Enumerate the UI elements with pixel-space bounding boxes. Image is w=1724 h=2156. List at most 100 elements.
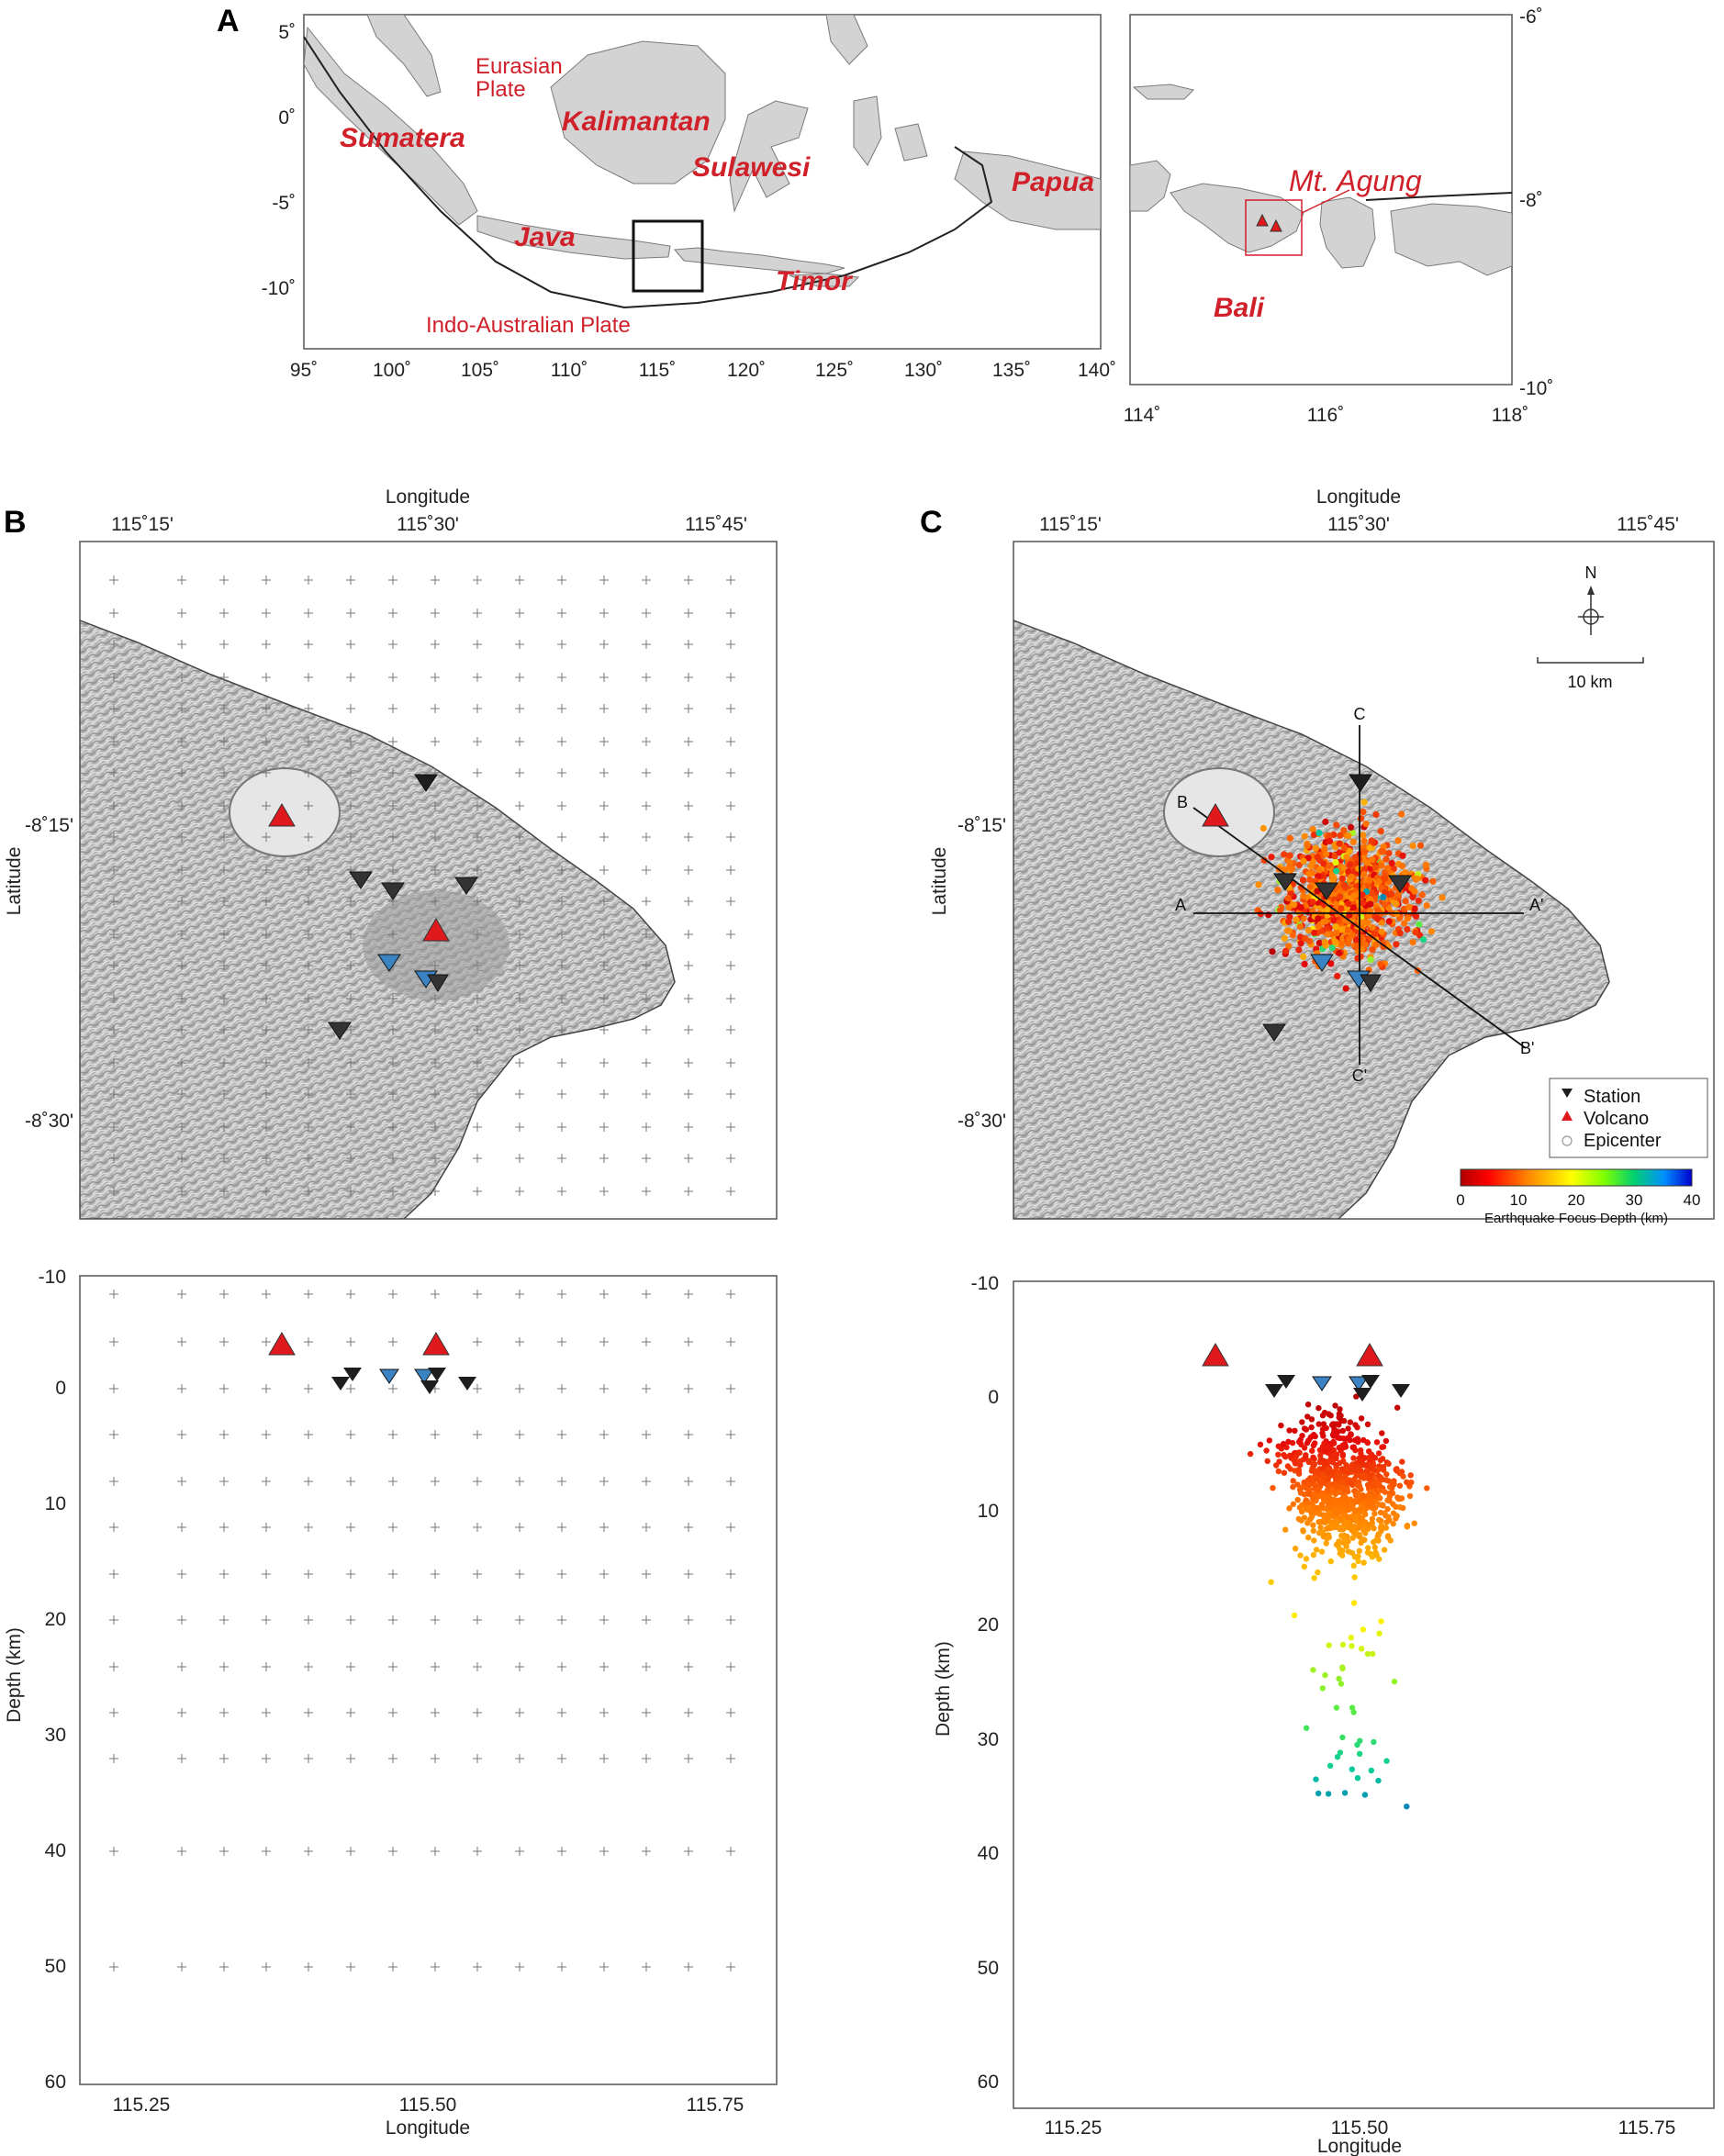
grid-node [219, 673, 229, 682]
tick-label: 60 [45, 2072, 66, 2093]
earthquake-point [1422, 877, 1429, 884]
earthquake-point [1369, 1515, 1376, 1523]
earthquake-point [1360, 848, 1368, 855]
earthquake-point [1369, 923, 1376, 932]
grid-node [431, 1154, 440, 1163]
grid-node [473, 1430, 482, 1439]
earthquake-point [1367, 956, 1374, 964]
grid-node [431, 866, 440, 875]
grid-node [262, 1708, 271, 1717]
earthquake-point [1310, 1551, 1317, 1558]
earthquake-point [1364, 919, 1371, 927]
grid-node [177, 575, 186, 585]
earthquake-point [1289, 932, 1296, 939]
java-island [476, 215, 671, 260]
grid-node [109, 673, 118, 682]
grid-node [473, 1523, 482, 1532]
philippines [825, 15, 868, 65]
earthquake-point [1289, 866, 1296, 873]
grid-node [388, 704, 397, 713]
earthquake-point [1347, 1522, 1354, 1528]
grid-node [515, 704, 524, 713]
tick-label: -8˚15' [25, 815, 73, 836]
earthquake-point [1340, 827, 1348, 834]
earthquake-point [1334, 1511, 1340, 1517]
grid-node [684, 961, 693, 970]
earthquake-point [1329, 874, 1337, 881]
earthquake-point [1404, 1804, 1410, 1810]
earthquake-point [1404, 925, 1411, 933]
earthquake-point [1412, 929, 1419, 936]
legend-station-label: Station [1584, 1087, 1640, 1107]
grid-node [388, 737, 397, 746]
grid-node [388, 866, 397, 875]
grid-node [109, 768, 118, 777]
earthquake-point [1365, 1545, 1371, 1551]
earthquake-point [1355, 1481, 1362, 1489]
grid-node [684, 1337, 693, 1346]
earthquake-point [1358, 1468, 1364, 1474]
grid-node [346, 1708, 355, 1717]
earthquake-point [1373, 1536, 1380, 1543]
grid-node [642, 897, 651, 906]
earthquake-point [1300, 857, 1307, 865]
earthquake-point [1351, 1574, 1358, 1581]
grid-node [642, 1384, 651, 1393]
earthquake-point [1339, 1427, 1347, 1435]
earthquake-point [1360, 870, 1368, 877]
grid-node [473, 1187, 482, 1196]
grid-node [473, 737, 482, 746]
depth-colorbar: 0 10 20 30 40 Earthquake Focus Depth (km… [1456, 1168, 1700, 1226]
tick-label: 30 [45, 1725, 66, 1746]
grid-node [304, 961, 313, 970]
grid-node [219, 1384, 229, 1393]
grid-node [388, 1847, 397, 1856]
earthquake-point [1301, 832, 1308, 840]
earthquake-point [1339, 1734, 1346, 1741]
grid-node [219, 1570, 229, 1579]
grid-node [642, 1290, 651, 1299]
colorbar-title: Earthquake Focus Depth (km) [1484, 1211, 1668, 1226]
grid-node [109, 1570, 118, 1579]
earthquake-point [1333, 1704, 1340, 1711]
grid-node [473, 1662, 482, 1671]
grid-node [304, 704, 313, 713]
earthquake-point [1306, 876, 1314, 884]
earthquake-point [1309, 1447, 1315, 1454]
earthquake-point [1315, 866, 1323, 874]
grid-node [304, 1187, 313, 1196]
earthquake-point [1362, 941, 1370, 948]
grid-node [177, 1962, 186, 1972]
earthquake-point [1339, 1552, 1346, 1558]
grid-node [599, 1384, 609, 1393]
panel-c-depth-x-ticks: 115.25 115.50 115.75 [1045, 2117, 1676, 2139]
grid-node [109, 1615, 118, 1625]
grid-node [388, 1523, 397, 1532]
legend-box [1549, 1078, 1708, 1158]
earthquake-point [1367, 900, 1374, 908]
earthquake-point [1305, 870, 1313, 877]
earthquake-point [1349, 1766, 1356, 1772]
grid-node [109, 1123, 118, 1132]
earthquake-point [1300, 915, 1307, 922]
earthquake-point [1411, 888, 1418, 895]
grid-node [642, 994, 651, 1003]
grid-node [642, 1430, 651, 1439]
grid-node [557, 768, 566, 777]
grid-node [219, 640, 229, 649]
earthquake-point [1382, 1489, 1389, 1495]
earthquake-point [1295, 861, 1303, 869]
grid-node [262, 1290, 271, 1299]
grid-node [346, 768, 355, 777]
earthquake-point [1301, 1563, 1308, 1570]
grid-node [599, 1058, 609, 1067]
earthquake-point [1264, 1458, 1271, 1465]
grid-node [219, 1708, 229, 1717]
grid-node [431, 673, 440, 682]
earthquake-point [1394, 890, 1402, 899]
earthquake-point [1337, 832, 1344, 839]
grid-node [726, 1430, 735, 1439]
station-marker [328, 1022, 352, 1040]
sumatera-label: Sumatera [340, 123, 465, 153]
